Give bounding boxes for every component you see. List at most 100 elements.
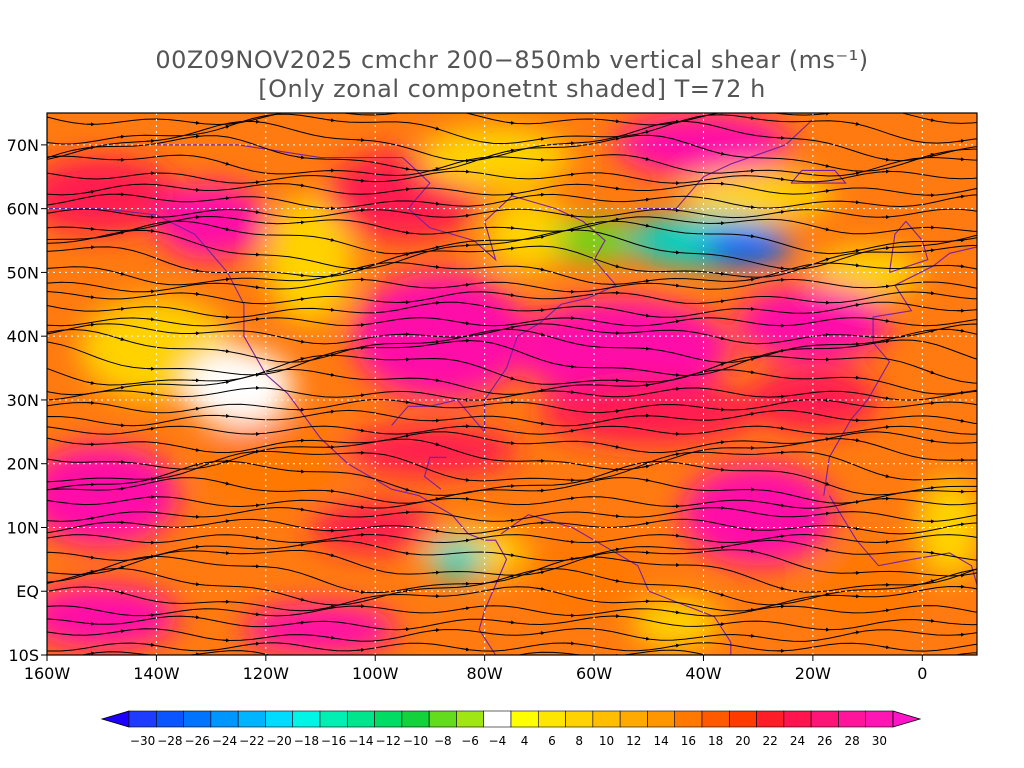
- streamline-arrow: [116, 337, 125, 341]
- shading-patch: [681, 463, 835, 566]
- shading-patch: [484, 195, 573, 273]
- streamline-arrow: [86, 555, 95, 560]
- streamline-arrow: [251, 535, 260, 540]
- streamline-arrow: [326, 118, 335, 123]
- colorbar-label: −16: [321, 734, 346, 748]
- streamline-arrow: [296, 542, 305, 547]
- shading-patch: [47, 584, 179, 649]
- streamline-arrow: [506, 192, 515, 197]
- streamline-arrow: [431, 628, 440, 633]
- streamline-arrow: [506, 148, 515, 153]
- streamline-arrow: [926, 291, 935, 296]
- streamline-arrow: [146, 171, 155, 176]
- streamline-arrow: [611, 119, 620, 124]
- streamline-arrow: [956, 264, 965, 269]
- streamline-arrow: [821, 189, 830, 194]
- colorbar-swatch: [838, 710, 867, 728]
- streamline-arrow: [671, 452, 680, 457]
- streamline: [47, 301, 977, 318]
- streamline-arrow: [611, 217, 620, 222]
- streamline-arrow: [296, 357, 305, 361]
- streamline-arrow: [461, 213, 470, 218]
- colorbar-swatch: [510, 710, 539, 728]
- streamline-arrow: [326, 489, 335, 493]
- colorbar-swatch: [319, 710, 348, 728]
- streamline-arrow: [116, 271, 125, 276]
- streamline-arrow: [611, 547, 620, 552]
- colorbar-swatch: [456, 710, 485, 728]
- streamline: [47, 208, 977, 219]
- streamline-arrow: [86, 322, 95, 327]
- streamline-arrow: [251, 210, 260, 214]
- streamline-arrow: [86, 621, 95, 626]
- streamline-arrow: [717, 658, 723, 660]
- streamline-arrow: [566, 172, 575, 177]
- colorbar-swatch: [428, 710, 457, 728]
- streamline-arrow: [536, 421, 545, 426]
- streamline-arrow: [926, 153, 935, 157]
- streamline-arrow: [146, 317, 155, 322]
- coastline: [828, 495, 977, 586]
- colorbar-label: −26: [185, 734, 210, 748]
- streamline-arrow: [191, 462, 200, 467]
- lat-tick-label: 50N: [7, 263, 39, 282]
- streamline-arrow: [956, 418, 965, 423]
- streamline-arrow: [926, 329, 935, 334]
- streamline-arrow: [536, 308, 545, 313]
- streamline-arrow: [881, 396, 890, 401]
- streamline-arrow: [641, 279, 650, 284]
- streamline-arrow: [746, 234, 755, 239]
- streamline-arrow: [956, 632, 965, 637]
- lon-tick-label: 100W: [352, 664, 399, 683]
- streamline-arrow: [566, 428, 575, 433]
- streamline: [47, 496, 977, 509]
- streamline-arrow: [191, 447, 200, 452]
- streamline-arrow: [746, 527, 755, 532]
- streamline-arrow: [926, 550, 935, 555]
- streamline-arrow: [851, 303, 860, 308]
- streamline-arrow: [326, 307, 335, 312]
- streamline-arrow: [536, 235, 545, 240]
- streamline-arrow: [611, 409, 620, 414]
- streamline: [47, 368, 977, 396]
- map-frame: [46, 112, 978, 656]
- streamline-arrow: [926, 618, 935, 623]
- streamline-arrow: [296, 273, 305, 278]
- streamline-arrow: [431, 339, 440, 344]
- streamline-arrow: [536, 192, 545, 197]
- streamline-arrow: [641, 197, 650, 202]
- streamline-arrow: [356, 208, 365, 213]
- streamline-arrow: [116, 230, 125, 235]
- streamline-arrow: [776, 604, 785, 609]
- streamline: [47, 317, 977, 327]
- streamline-arrow: [566, 557, 575, 561]
- streamline: [47, 229, 977, 270]
- colorbar-swatch: [701, 710, 730, 728]
- streamline-arrow: [191, 615, 200, 620]
- streamline-arrow: [296, 183, 305, 188]
- streamline-arrow: [86, 295, 95, 300]
- colorbar-label: 8: [575, 734, 583, 748]
- lat-tick-label: 20N: [7, 455, 39, 474]
- shading-patch: [342, 425, 518, 477]
- streamline-arrow: [326, 409, 335, 414]
- streamline-arrow: [191, 544, 200, 549]
- streamline-arrow: [461, 647, 470, 652]
- streamline-arrow: [881, 339, 890, 344]
- colorbar-label: 28: [844, 734, 859, 748]
- streamline-arrow: [191, 134, 200, 139]
- streamline-arrow: [191, 291, 200, 296]
- colorbar-swatch: [565, 710, 594, 728]
- lat-tick-label: 60N: [7, 200, 39, 219]
- colorbar-swatch: [783, 710, 812, 728]
- streamline-arrow: [956, 157, 965, 162]
- lat-tick-label: 40N: [7, 327, 39, 346]
- streamline-arrow: [956, 139, 965, 143]
- streamline-arrow: [326, 635, 335, 640]
- streamline-arrow: [401, 487, 410, 492]
- graticule: [47, 113, 977, 655]
- streamline-arrow: [326, 553, 335, 558]
- colorbar-swatch: [237, 710, 266, 728]
- lat-tick-label: 70N: [7, 136, 39, 155]
- latitude-axis: 70N 60N 50N 40N 30N 20N 10N EQ 10S: [7, 136, 47, 665]
